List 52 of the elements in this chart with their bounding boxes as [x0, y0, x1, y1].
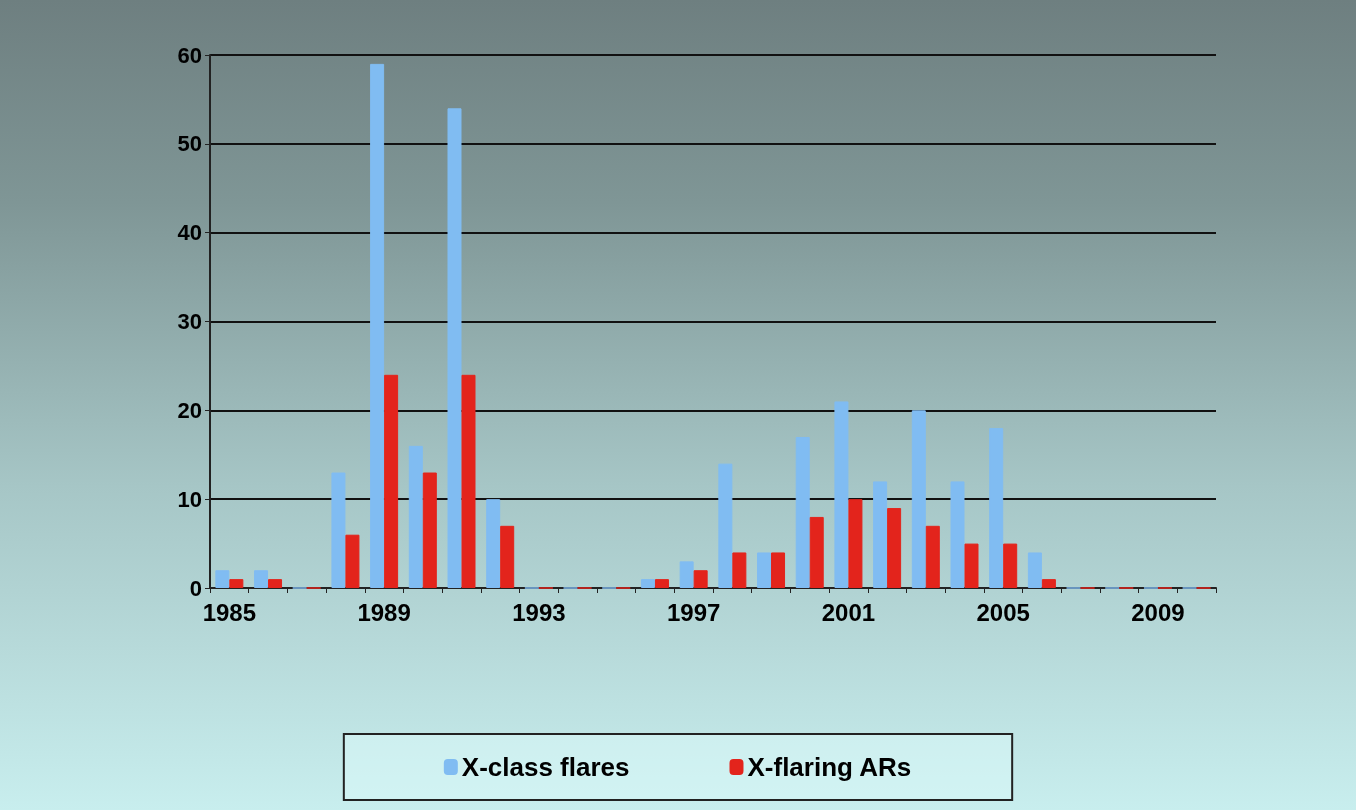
bar	[1003, 543, 1018, 588]
y-tick-label: 10	[177, 486, 202, 512]
bar	[925, 525, 940, 588]
bar	[809, 516, 824, 588]
bar	[370, 63, 385, 588]
bar	[654, 579, 669, 588]
x-tick-label: 1997	[666, 598, 721, 626]
legend-label: X-flaring ARs	[747, 752, 912, 782]
y-tick-label: 40	[177, 220, 202, 246]
bar	[215, 570, 230, 588]
bar	[989, 428, 1004, 588]
bar	[693, 570, 708, 588]
y-tick-label: 0	[189, 575, 202, 601]
bar	[408, 445, 423, 588]
bar	[732, 552, 747, 588]
bar	[422, 472, 437, 588]
x-tick-label: 2009	[1131, 598, 1185, 626]
bar	[331, 472, 346, 588]
bar	[718, 463, 733, 588]
bar	[771, 552, 786, 588]
bar	[757, 552, 772, 588]
x-tick-label: 2001	[821, 598, 876, 626]
bar	[911, 410, 926, 588]
legend-label: X-class flares	[461, 752, 630, 782]
bar	[1041, 579, 1056, 588]
bar	[964, 543, 979, 588]
y-tick-label: 20	[177, 397, 202, 423]
x-tick-label: 1989	[357, 598, 411, 626]
x-tick-label: 2005	[976, 598, 1030, 626]
bar	[447, 108, 462, 588]
bar	[268, 579, 283, 588]
bar	[679, 561, 694, 588]
bar	[795, 436, 810, 588]
bar	[834, 401, 849, 588]
bar	[345, 534, 360, 588]
bar	[229, 579, 244, 588]
bar	[461, 374, 476, 588]
bar	[848, 499, 863, 588]
bar	[873, 481, 888, 588]
bar	[887, 508, 902, 588]
y-tick-label: 50	[177, 131, 202, 157]
bar	[254, 570, 269, 588]
bar	[640, 579, 655, 588]
bar	[950, 481, 965, 588]
x-tick-label: 1993	[512, 598, 566, 626]
y-tick-label: 30	[177, 309, 202, 334]
bar	[486, 499, 501, 588]
bar	[1027, 552, 1042, 588]
bar	[384, 374, 399, 588]
x-tick-label: 1985	[202, 598, 257, 626]
y-tick-label: 60	[177, 42, 202, 68]
bar	[500, 525, 515, 588]
